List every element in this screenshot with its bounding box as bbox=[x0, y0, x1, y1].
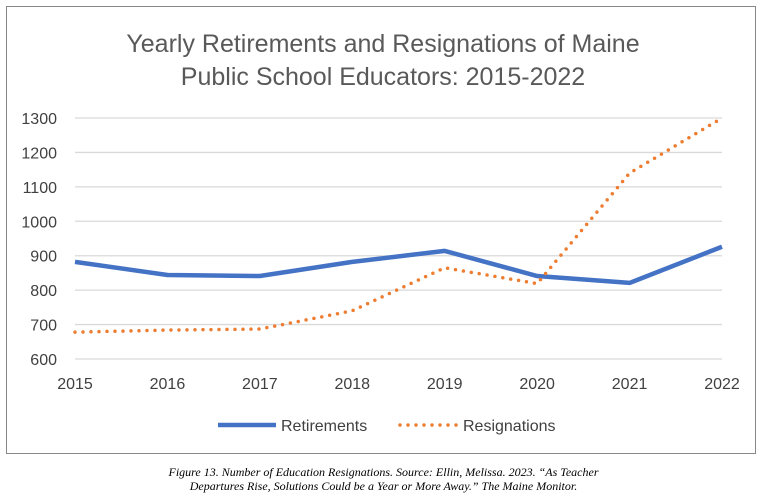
series-line-retirements bbox=[74, 244, 723, 286]
caption-line-1: Figure 13. Number of Education Resignati… bbox=[168, 465, 599, 479]
x-tick-label: 2016 bbox=[150, 376, 186, 393]
x-tick-label: 2021 bbox=[612, 376, 648, 393]
x-tick-label: 2018 bbox=[334, 376, 370, 393]
chart-frame bbox=[6, 6, 756, 454]
chart-title-line: Public School Educators: 2015-2022 bbox=[181, 63, 585, 91]
series-line-resignations bbox=[73, 116, 724, 334]
x-tick-label: 2015 bbox=[57, 376, 93, 393]
y-tick-label: 700 bbox=[30, 318, 57, 335]
y-tick-label: 1000 bbox=[21, 214, 57, 231]
legend-label: Resignations bbox=[463, 418, 556, 435]
figure-caption: Figure 13. Number of Education Resignati… bbox=[0, 465, 767, 493]
x-tick-label: 2022 bbox=[704, 376, 740, 393]
legend-label: Retirements bbox=[281, 418, 367, 435]
y-tick-label: 1100 bbox=[23, 180, 58, 197]
x-tick-label: 2017 bbox=[242, 376, 278, 393]
y-tick-label: 800 bbox=[30, 283, 57, 300]
x-tick-label: 2019 bbox=[427, 376, 463, 393]
y-tick-label: 600 bbox=[30, 352, 57, 369]
y-tick-label: 1200 bbox=[21, 145, 57, 162]
y-tick-label: 900 bbox=[30, 249, 57, 266]
y-tick-label: 1300 bbox=[21, 111, 57, 128]
line-chart: Yearly Retirements and Resignations of M… bbox=[21, 30, 740, 435]
chart-title-line: Yearly Retirements and Resignations of M… bbox=[126, 30, 639, 58]
x-tick-label: 2020 bbox=[519, 376, 555, 393]
caption-line-2: Departures Rise, Solutions Could be a Ye… bbox=[189, 479, 578, 493]
